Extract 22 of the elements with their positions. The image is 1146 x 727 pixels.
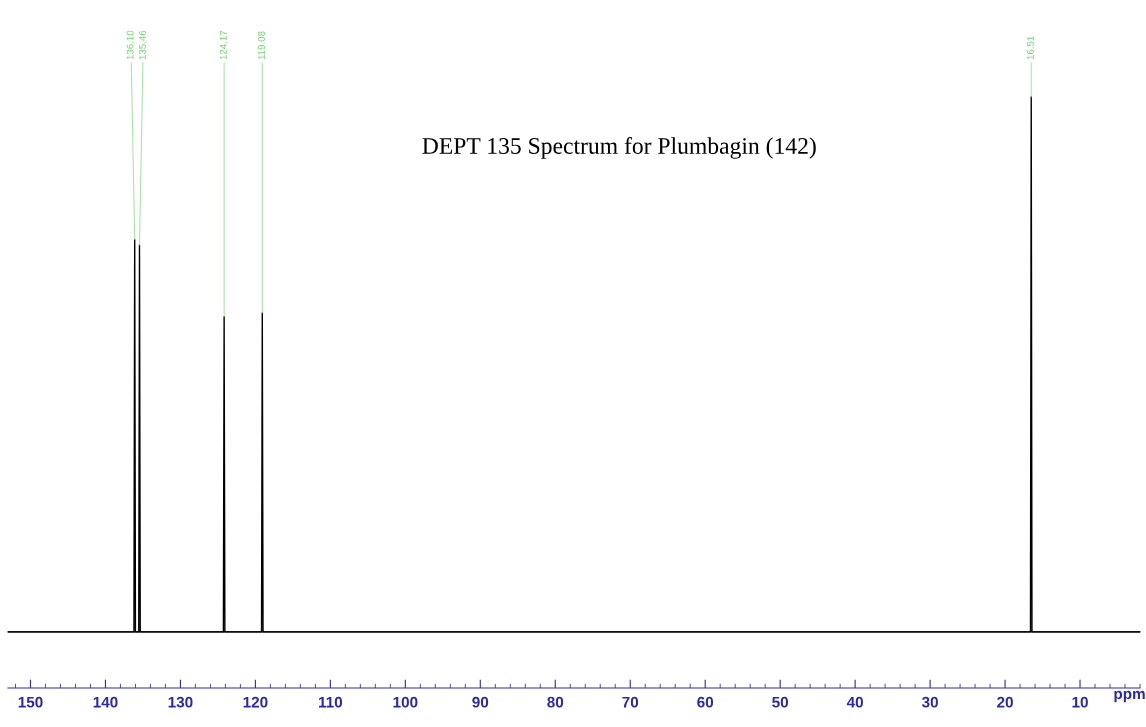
annotation: 16.51: [1026, 36, 1034, 60]
x-tick-label: 110: [319, 696, 343, 708]
x-tick-label: 70: [622, 696, 639, 708]
x-tick-label: 80: [547, 696, 564, 708]
x-axis-title: ppm: [1114, 690, 1145, 703]
annotation: 124.17: [219, 30, 227, 60]
annotation: 135.46: [138, 30, 146, 60]
x-tick-label: 130: [168, 696, 193, 708]
annotation: 136.10: [126, 30, 134, 60]
x-tick-label: 120: [243, 696, 268, 708]
x-tick-label: 40: [846, 696, 863, 708]
x-tick-label: 90: [472, 696, 489, 708]
text: DEPT 135 Spectrum for Plumbagin (142): [422, 137, 816, 159]
x-tick-label: 60: [697, 696, 714, 708]
annotation: 119.08: [258, 31, 265, 60]
x-tick-label: 150: [18, 696, 43, 708]
x-tick-label: 30: [921, 696, 938, 708]
x-tick-label: 140: [93, 696, 118, 708]
x-tick-label: 100: [393, 696, 418, 708]
x-tick-label: 10: [1072, 696, 1088, 708]
x-tick-label: 20: [997, 696, 1013, 708]
x-tick-label: 50: [772, 696, 789, 708]
